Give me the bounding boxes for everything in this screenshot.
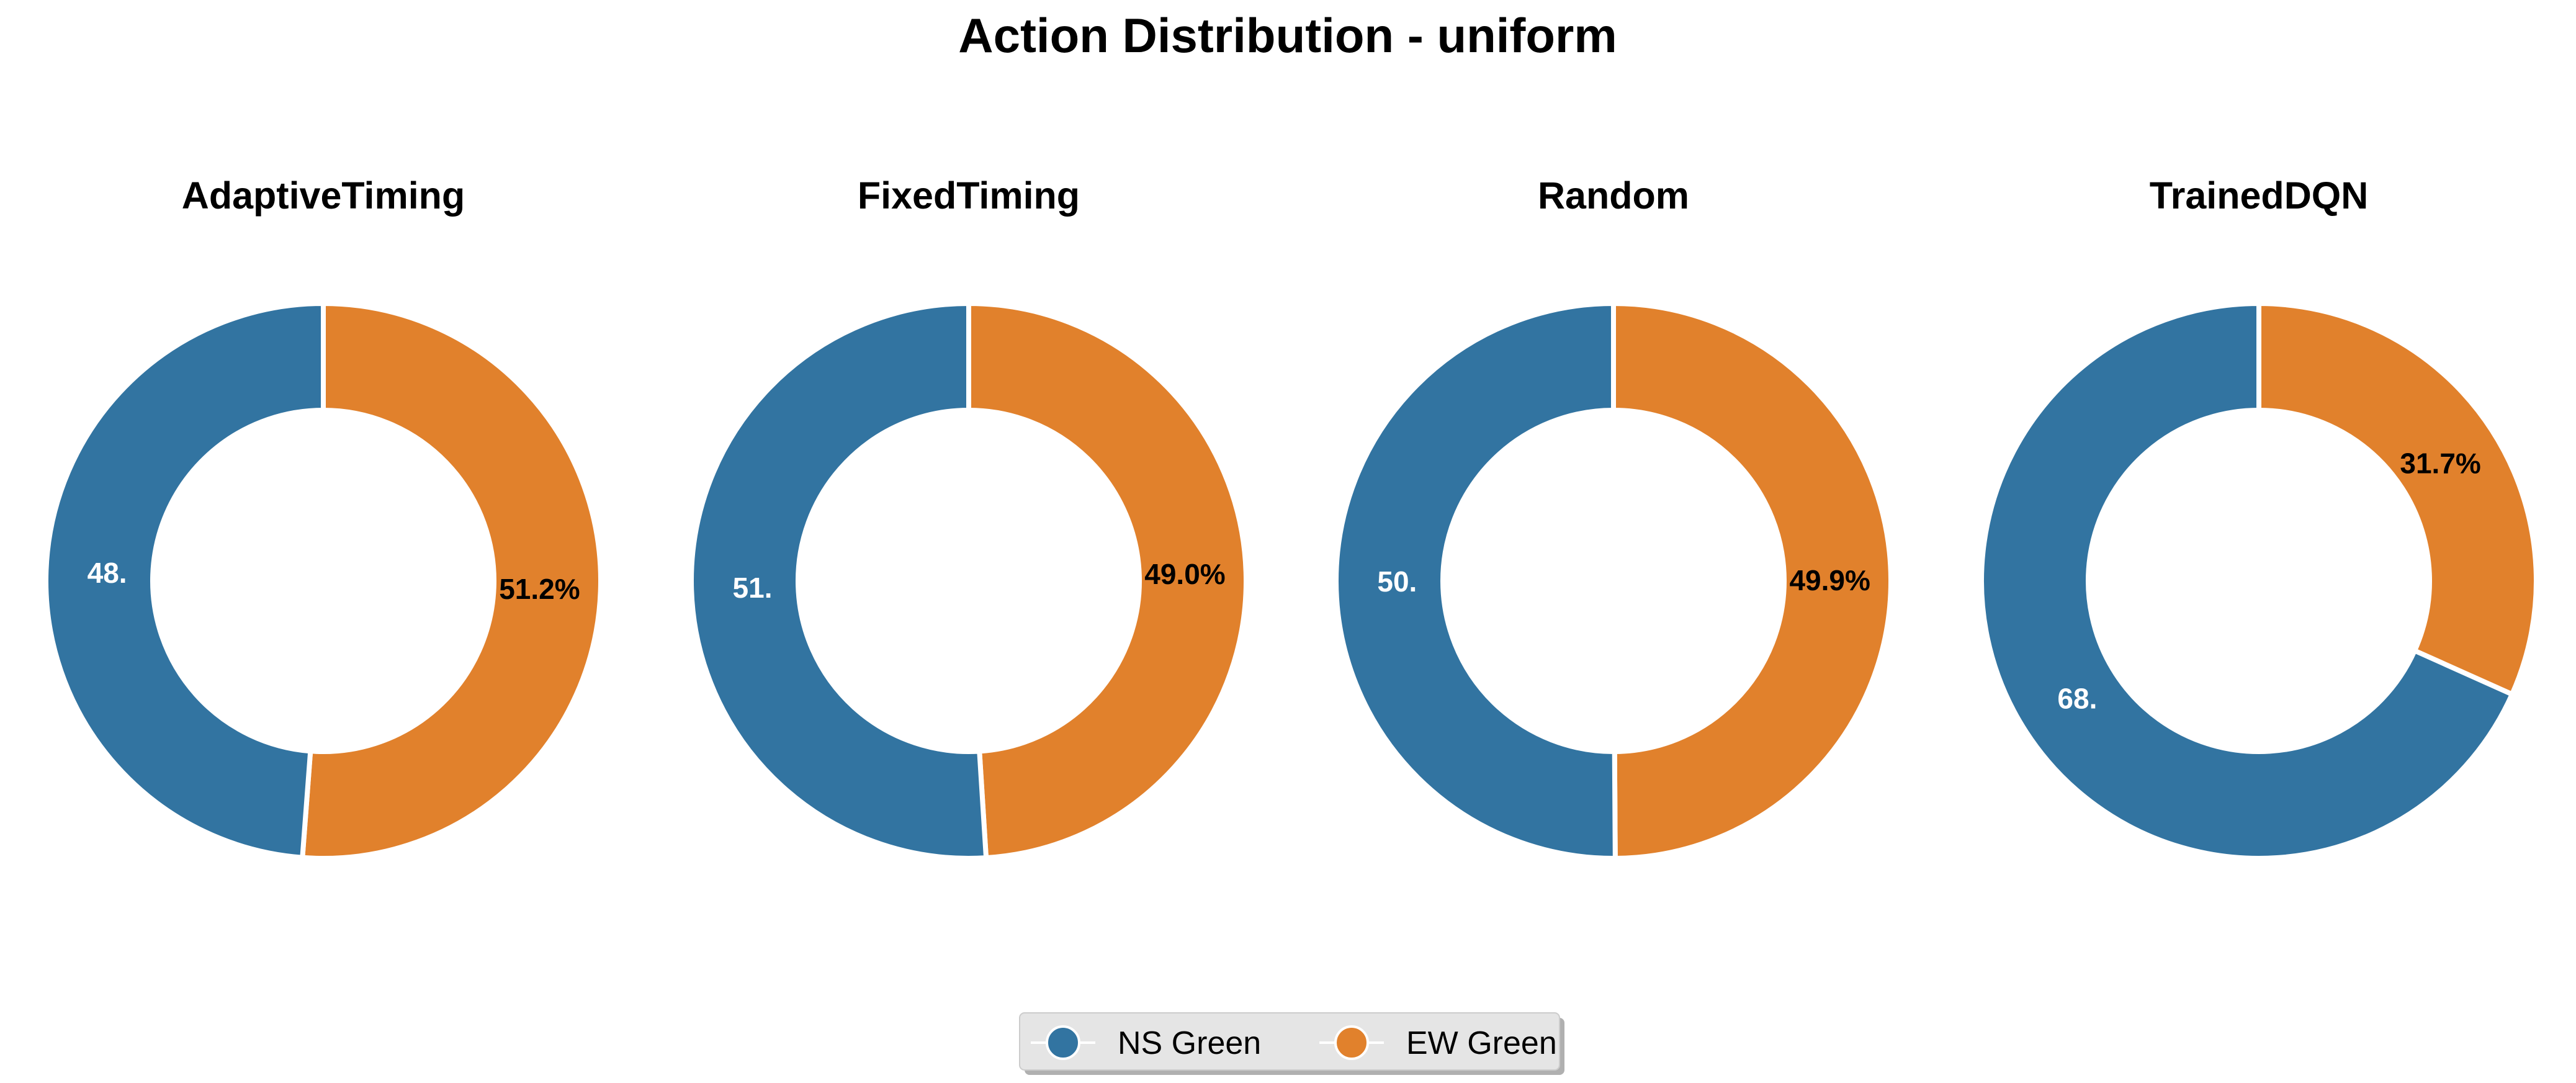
subplot-title-adaptive-timing: AdaptiveTiming [182,174,465,217]
slice-adaptive-timing-ns-green [43,300,326,861]
slice-random-ew-green [1611,300,1893,861]
label-random-ns-green: 50. [1377,565,1417,598]
subplot-title-random: Random [1538,174,1689,217]
label-trained-dqn-ew-green: 31.7% [2400,447,2480,479]
label-fixed-timing-ew-green: 49.0% [1144,558,1225,590]
legend-box [1019,1012,1560,1071]
legend-marker-ns-green [1046,1025,1080,1060]
donut-random: Random 49.9% 50. [1333,174,1893,861]
slice-adaptive-timing-ew-green [300,300,603,861]
subplot-title-fixed-timing: FixedTiming [858,174,1080,217]
slice-fixed-timing-ew-green [966,300,1249,861]
label-random-ew-green: 49.9% [1789,564,1870,596]
slice-random-ns-green [1333,300,1618,861]
label-fixed-timing-ns-green: 51. [733,572,773,604]
label-trained-dqn-ns-green: 68. [2057,683,2097,715]
slice-trained-dqn-ns-green [1979,300,2516,861]
donut-charts: AdaptiveTiming 51.2% 48. FixedTiming 49.0% 51… [43,174,2539,861]
donut-fixed-timing: FixedTiming 49.0% 51. [689,174,1249,861]
legend-label-ns-green: NS Green [1118,1025,1261,1061]
label-adaptive-timing-ns-green: 48. [88,557,127,589]
legend-label-ew-green: EW Green [1406,1025,1557,1061]
legend: NS Green EW Green [1019,1012,1564,1075]
donut-adaptive-timing: AdaptiveTiming 51.2% 48. [43,174,603,861]
donut-trained-dqn: TrainedDQN 31.7% 68. [1979,174,2539,861]
slice-fixed-timing-ns-green [689,300,989,861]
subplot-title-trained-dqn: TrainedDQN [2150,174,2369,217]
label-adaptive-timing-ew-green: 51.2% [499,573,580,605]
chart-title: Action Distribution - uniform [958,8,1617,63]
legend-marker-ew-green [1334,1025,1369,1060]
slice-trained-dqn-ew-green [2256,300,2539,698]
